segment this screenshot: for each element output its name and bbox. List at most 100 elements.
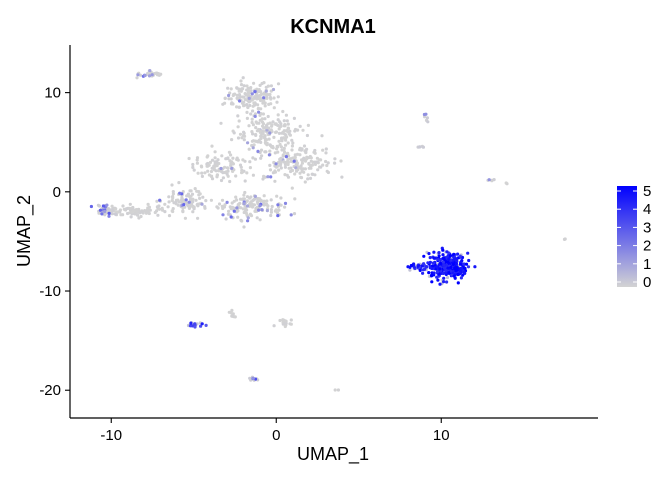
cell-point xyxy=(445,280,449,284)
cell-point xyxy=(260,208,264,212)
cell-point xyxy=(444,263,449,267)
cell-point xyxy=(268,121,272,125)
cell-point xyxy=(247,94,251,98)
cell-point xyxy=(272,135,276,139)
cell-point xyxy=(215,173,219,177)
cell-point xyxy=(235,86,239,90)
cell-point xyxy=(264,138,269,142)
cell-point xyxy=(455,257,459,261)
cell-point xyxy=(438,282,442,286)
cell-point xyxy=(250,92,254,96)
cell-point xyxy=(268,95,272,100)
cell-point xyxy=(283,173,287,177)
cell-point xyxy=(242,130,246,134)
cell-point xyxy=(227,150,231,154)
cell-point xyxy=(183,205,187,209)
cell-point xyxy=(188,324,192,328)
cell-point xyxy=(290,168,295,173)
cell-point xyxy=(242,197,246,201)
cell-point xyxy=(268,143,272,147)
cell-point xyxy=(504,181,508,185)
cell-point xyxy=(249,86,253,90)
cell-point xyxy=(121,204,125,208)
cell-point xyxy=(320,134,324,138)
cell-point xyxy=(464,262,469,266)
cell-point xyxy=(444,268,448,273)
cell-point xyxy=(200,171,204,175)
cell-point xyxy=(276,150,280,154)
cell-point xyxy=(276,118,280,122)
cell-point xyxy=(427,271,431,275)
cell-point xyxy=(228,159,232,163)
cell-point xyxy=(195,203,199,207)
cell-point xyxy=(246,219,250,223)
cell-point xyxy=(325,169,329,173)
cell-point xyxy=(245,110,249,114)
cell-point xyxy=(441,271,445,275)
cell-point xyxy=(242,133,246,137)
cell-point xyxy=(408,268,412,272)
cell-point xyxy=(217,202,222,206)
cell-point xyxy=(220,154,224,158)
cell-point xyxy=(235,157,239,162)
cell-point xyxy=(155,205,159,209)
cell-point xyxy=(219,121,223,125)
cell-point xyxy=(231,314,235,318)
cell-point xyxy=(262,81,266,85)
cell-point xyxy=(449,265,453,269)
cell-point xyxy=(262,96,266,100)
cell-point xyxy=(256,149,260,153)
cell-point xyxy=(276,82,281,86)
cell-point xyxy=(249,378,253,382)
cell-point xyxy=(230,166,234,170)
cell-point xyxy=(222,78,226,82)
cell-point xyxy=(266,93,270,97)
cell-point xyxy=(282,160,286,164)
cell-point xyxy=(260,154,264,158)
cell-point xyxy=(441,253,445,257)
cell-point xyxy=(139,214,143,219)
cell-point xyxy=(426,261,430,265)
legend-tick-label: 4 xyxy=(643,201,651,218)
cell-point xyxy=(312,150,316,154)
cell-point xyxy=(306,173,310,177)
cell-point xyxy=(234,174,238,178)
cell-point xyxy=(128,211,132,215)
cell-point xyxy=(458,269,463,273)
cell-point xyxy=(191,210,195,214)
cell-point xyxy=(193,187,197,191)
cell-point xyxy=(274,130,278,134)
cell-point xyxy=(459,276,463,280)
cell-point xyxy=(223,101,227,105)
cell-point xyxy=(242,210,246,215)
cell-point xyxy=(161,208,165,212)
cell-point xyxy=(264,141,268,145)
cell-point xyxy=(452,252,456,256)
cell-point xyxy=(239,79,243,83)
cell-point xyxy=(277,208,281,212)
cell-point xyxy=(135,76,139,80)
cell-point xyxy=(265,199,269,203)
cell-point xyxy=(438,267,442,271)
cell-point xyxy=(251,132,255,136)
cell-point xyxy=(279,124,283,128)
cell-point xyxy=(184,198,188,202)
cell-point xyxy=(319,165,323,169)
cell-point xyxy=(240,136,244,140)
cell-point xyxy=(262,194,266,198)
cell-point xyxy=(167,200,171,204)
cell-point xyxy=(229,87,233,91)
cell-point xyxy=(296,128,300,132)
cell-point xyxy=(240,101,245,105)
cell-point xyxy=(267,126,271,130)
cell-point xyxy=(198,192,202,196)
cell-point xyxy=(295,161,299,165)
cell-point xyxy=(467,258,471,263)
cell-point xyxy=(187,156,191,161)
cell-point xyxy=(462,262,466,266)
cell-point xyxy=(226,86,230,90)
cell-point xyxy=(340,175,344,179)
cell-point xyxy=(453,276,457,280)
cell-point xyxy=(181,210,185,214)
cell-point xyxy=(283,201,288,205)
